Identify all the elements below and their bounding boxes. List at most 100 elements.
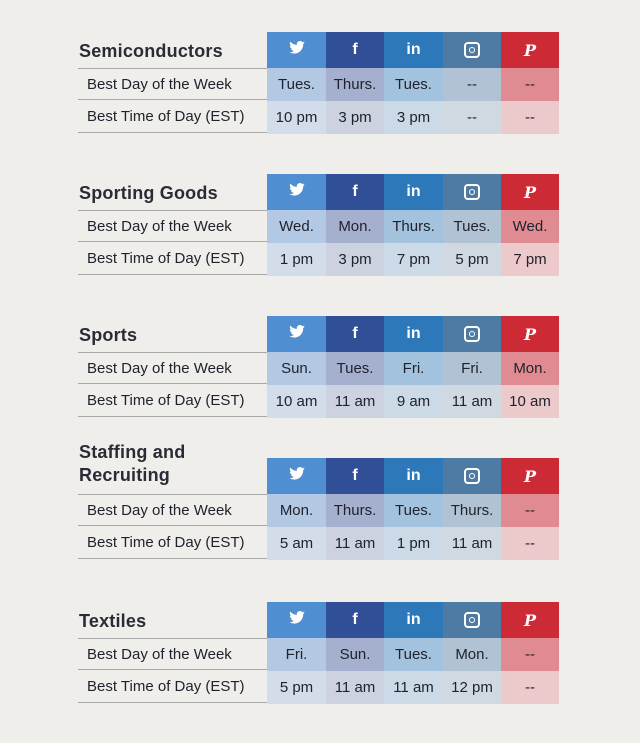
facebook-icon: f [352,467,358,484]
best-time-cell-facebook: 3 pm [326,243,384,276]
best-time-cell-instagram: 11 am [443,527,501,560]
instagram-icon [464,468,480,484]
platform-header-row: f in P [267,458,559,494]
twitter-icon [288,325,305,343]
facebook-icon: f [352,325,358,342]
platform-header-twitter [267,602,326,638]
industry-title: Staffing and Recruiting [79,441,185,487]
twitter-icon [288,467,305,485]
row-label-best-time: Best Time of Day (EST) [78,671,267,703]
platform-header-linkedin: in [384,602,443,638]
best-day-cell-pinterest: -- [501,68,559,101]
best-day-cell-linkedin: Tues. [384,638,443,671]
best-time-cell-linkedin: 3 pm [384,101,443,134]
platform-header-facebook: f [326,174,384,210]
instagram-icon [464,184,480,200]
best-day-cell-pinterest: -- [501,494,559,527]
best-time-cell-instagram: 12 pm [443,671,501,704]
industry-section: Textiles Best Day of the Week Best Time of… [78,602,560,706]
industry-title: Sports [79,324,137,347]
platform-header-pinterest: P [501,316,559,352]
best-day-row: Wed. Mon. Thurs. Tues. Wed. [267,210,559,243]
best-day-row: Mon. Thurs. Tues. Thurs. -- [267,494,559,527]
industry-title-line: Sports [79,325,138,345]
platform-header-instagram [443,316,501,352]
platform-grid: f in P Tues. Thurs. Tues. -- -- 10 pm 3 pm 3 pm -- -… [267,32,559,134]
industry-title-line: Recruiting [79,465,171,485]
linkedin-icon: in [406,183,421,200]
industry-title: Textiles [79,610,146,633]
platform-header-instagram [443,174,501,210]
best-day-cell-linkedin: Fri. [384,352,443,385]
best-time-row: 10 am 11 am 9 am 11 am 10 am [267,385,559,418]
best-time-cell-linkedin: 11 am [384,671,443,704]
best-time-row: 5 pm 11 am 11 am 12 pm -- [267,671,559,704]
instagram-icon [464,612,480,628]
platform-grid: f in P Sun. Tues. Fri. Fri. Mon. 10 am 11 am 9 am 1… [267,316,559,418]
platform-header-facebook: f [326,316,384,352]
best-day-cell-instagram: Mon. [443,638,501,671]
best-time-cell-twitter: 5 am [267,527,326,560]
best-day-cell-linkedin: Tues. [384,68,443,101]
row-label-best-time: Best Time of Day (EST) [78,385,267,417]
best-day-cell-pinterest: Wed. [501,210,559,243]
industry-title: Sporting Goods [79,182,218,205]
platform-grid: f in P Fri. Sun. Tues. Mon. -- 5 pm 11 am 11 am 12 … [267,602,559,704]
best-day-cell-facebook: Mon. [326,210,384,243]
platform-header-facebook: f [326,458,384,494]
best-day-cell-instagram: Fri. [443,352,501,385]
linkedin-icon: in [406,41,421,58]
best-day-cell-instagram: Tues. [443,210,501,243]
linkedin-icon: in [406,611,421,628]
best-day-cell-linkedin: Thurs. [384,210,443,243]
pinterest-icon: P [523,40,537,60]
best-time-cell-instagram: 11 am [443,385,501,418]
platform-header-instagram [443,458,501,494]
row-label-best-day: Best Day of the Week [78,638,267,670]
best-time-cell-facebook: 3 pm [326,101,384,134]
best-time-cell-twitter: 1 pm [267,243,326,276]
row-label-best-time: Best Time of Day (EST) [78,243,267,275]
best-time-cell-pinterest: -- [501,527,559,560]
best-day-cell-twitter: Tues. [267,68,326,101]
platform-header-instagram [443,602,501,638]
platform-header-twitter [267,316,326,352]
best-day-cell-facebook: Thurs. [326,494,384,527]
linkedin-icon: in [406,325,421,342]
platform-header-facebook: f [326,602,384,638]
facebook-icon: f [352,611,358,628]
platform-grid: f in P Mon. Thurs. Tues. Thurs. -- 5 am 11 am 1 pm… [267,458,559,560]
best-time-cell-facebook: 11 am [326,527,384,560]
best-time-cell-twitter: 10 am [267,385,326,418]
platform-header-linkedin: in [384,458,443,494]
pinterest-icon: P [523,324,537,344]
platform-header-linkedin: in [384,32,443,68]
facebook-icon: f [352,183,358,200]
best-time-cell-facebook: 11 am [326,385,384,418]
industry-section: Sporting Goods Best Day of the Week Best T… [78,174,560,278]
best-day-cell-instagram: Thurs. [443,494,501,527]
best-time-cell-pinterest: -- [501,101,559,134]
best-time-row: 5 am 11 am 1 pm 11 am -- [267,527,559,560]
facebook-icon: f [352,41,358,58]
twitter-icon [288,41,305,59]
industry-title: Semiconductors [79,40,223,63]
best-day-cell-twitter: Sun. [267,352,326,385]
pinterest-icon: P [523,182,537,202]
best-time-cell-twitter: 5 pm [267,671,326,704]
best-day-cell-twitter: Mon. [267,494,326,527]
best-time-cell-facebook: 11 am [326,671,384,704]
row-label-best-day: Best Day of the Week [78,210,267,242]
platform-header-pinterest: P [501,602,559,638]
best-day-row: Sun. Tues. Fri. Fri. Mon. [267,352,559,385]
best-day-cell-facebook: Sun. [326,638,384,671]
best-time-cell-pinterest: 7 pm [501,243,559,276]
instagram-icon [464,326,480,342]
industry-section: Staffing and Recruiting Best Day of the We… [78,442,560,562]
best-time-cell-linkedin: 1 pm [384,527,443,560]
best-day-cell-twitter: Fri. [267,638,326,671]
best-day-row: Fri. Sun. Tues. Mon. -- [267,638,559,671]
best-day-cell-facebook: Thurs. [326,68,384,101]
best-day-cell-instagram: -- [443,68,501,101]
best-time-row: 1 pm 3 pm 7 pm 5 pm 7 pm [267,243,559,276]
